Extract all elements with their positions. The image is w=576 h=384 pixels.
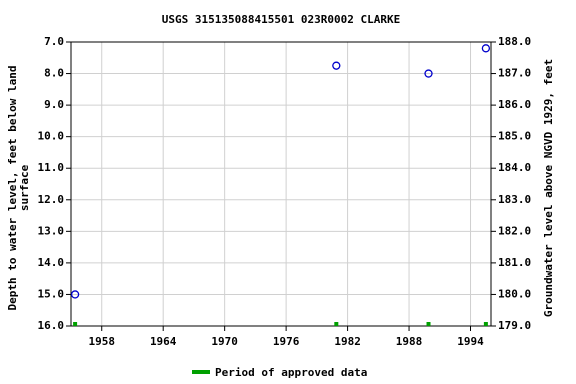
approved-period-mark [483,322,488,326]
data-point [332,61,341,70]
y2-tick-label: 183.0 [498,193,531,206]
data-point [70,290,80,299]
x-tick-label: 1976 [273,335,300,348]
x-tick-label: 1970 [211,335,238,348]
y-tick-label: 11.0 [38,161,65,174]
y-tick-label: 9.0 [44,98,64,111]
x-tick-label: 1994 [457,335,484,348]
y-tick-label: 8.0 [44,67,64,80]
y2-tick-label: 179.0 [498,319,531,332]
y2-tick-label: 182.0 [498,224,531,237]
y-tick-label: 12.0 [38,193,65,206]
x-tick-label: 1982 [334,335,361,348]
y2-tick-label: 188.0 [498,35,531,48]
y-tick-label: 10.0 [38,130,65,143]
y-axis-label: Depth to water level, feet below land [6,65,19,310]
data-point [481,44,491,53]
y-tick-label: 7.0 [44,35,64,48]
plot-frame [70,41,492,327]
y-tick-label: 13.0 [38,224,65,237]
approved-period-mark [73,322,78,326]
chart-title: USGS 315135088415501 023R0002 CLARKE [162,13,400,26]
y-tick-label: 14.0 [38,256,65,269]
y2-tick-label: 180.0 [498,287,531,300]
y-tick-label: 15.0 [38,287,65,300]
y2-tick-label: 187.0 [498,67,531,80]
y2-tick-label: 186.0 [498,98,531,111]
x-tick-label: 1988 [396,335,423,348]
y2-tick-label: 185.0 [498,130,531,143]
y2-axis-label: Groundwater level above NGVD 1929, feet [542,59,555,317]
x-tick-label: 1964 [150,335,177,348]
x-tick-label: 1958 [88,335,115,348]
y2-tick-label: 184.0 [498,161,531,174]
legend-label: Period of approved data [215,366,367,379]
y2-tick-label: 181.0 [498,256,531,269]
approved-period-mark [426,322,431,326]
data-point [424,69,433,78]
y-axis-label: surface [18,164,31,211]
approved-period-mark [334,322,339,326]
y-tick-label: 16.0 [38,319,65,332]
